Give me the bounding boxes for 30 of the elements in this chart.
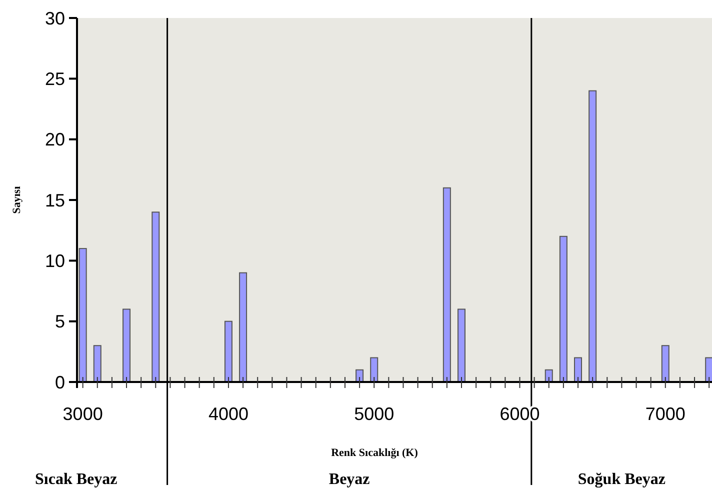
x-axis-title: Renk Sıcaklığı (K) [331, 447, 418, 459]
bar [370, 357, 378, 382]
x-tick-label: 7000 [645, 404, 686, 424]
bar [559, 236, 568, 382]
y-tick-label: 15 [44, 190, 65, 210]
text: Beyaz [328, 471, 370, 488]
x-tick-label: 5000 [354, 404, 394, 424]
text: Soğuk Beyaz [578, 471, 666, 488]
bar [574, 357, 582, 382]
bar [705, 357, 712, 382]
y-tick-label: 20 [44, 130, 65, 150]
bar [93, 345, 102, 382]
y-tick-label: 0 [54, 372, 65, 392]
bar [442, 187, 451, 382]
x-tick-label: 4000 [208, 404, 248, 424]
bar [239, 272, 248, 382]
y-axis-title: Sayısı [11, 186, 23, 214]
x-tick-label: 3000 [62, 404, 103, 424]
y-tick-label: 10 [44, 250, 65, 271]
bar [78, 248, 87, 382]
y-tick-label: 30 [44, 8, 65, 28]
text: Sıcak Beyaz [35, 471, 118, 488]
bar [152, 212, 160, 382]
bar [457, 308, 466, 382]
bar [588, 90, 597, 382]
y-tick-label: 5 [54, 312, 65, 332]
bar [661, 345, 670, 382]
bar [122, 308, 131, 382]
bar [224, 320, 232, 382]
y-tick-label: 25 [44, 68, 65, 89]
